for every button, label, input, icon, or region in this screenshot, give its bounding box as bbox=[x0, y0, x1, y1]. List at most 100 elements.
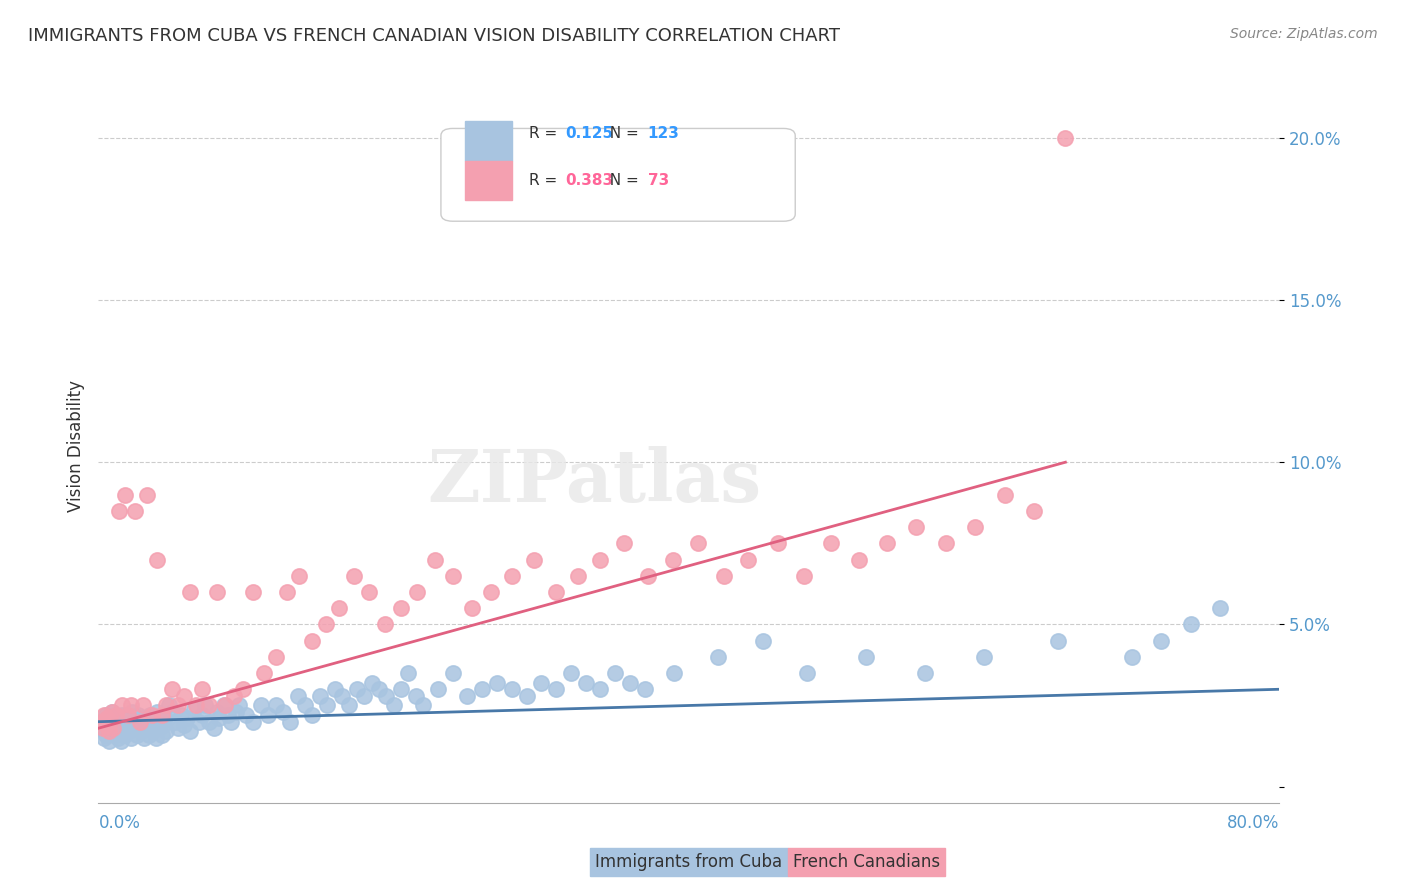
Point bbox=[221, 714, 243, 729]
Point bbox=[117, 708, 139, 723]
Point bbox=[94, 718, 117, 732]
Point bbox=[103, 721, 125, 735]
Point bbox=[228, 698, 250, 713]
Point bbox=[752, 633, 775, 648]
Text: 0.125: 0.125 bbox=[565, 126, 613, 141]
Point bbox=[360, 675, 382, 690]
Point bbox=[112, 721, 135, 735]
Point bbox=[560, 666, 582, 681]
Point bbox=[208, 711, 231, 725]
Point bbox=[375, 689, 398, 703]
Point bbox=[353, 689, 375, 703]
Point bbox=[139, 708, 162, 723]
Point bbox=[264, 649, 287, 664]
Point bbox=[357, 585, 380, 599]
Point bbox=[323, 682, 346, 697]
Point bbox=[294, 698, 316, 713]
Point bbox=[423, 552, 446, 566]
Point bbox=[486, 675, 509, 690]
Point bbox=[224, 689, 246, 703]
Point bbox=[167, 698, 190, 713]
Point bbox=[935, 536, 957, 550]
Point bbox=[973, 649, 995, 664]
Point bbox=[162, 705, 183, 719]
Point bbox=[120, 698, 142, 713]
Point bbox=[713, 568, 735, 582]
Point bbox=[523, 552, 546, 566]
Point bbox=[516, 689, 538, 703]
Text: French Canadians: French Canadians bbox=[793, 853, 939, 871]
Point bbox=[965, 520, 987, 534]
Point bbox=[96, 711, 118, 725]
Point bbox=[105, 708, 128, 723]
Point bbox=[389, 601, 412, 615]
Point bbox=[179, 724, 201, 739]
Point bbox=[125, 728, 148, 742]
Point bbox=[613, 536, 636, 550]
Point bbox=[162, 682, 183, 697]
Point bbox=[198, 714, 221, 729]
Point bbox=[280, 714, 302, 729]
Point bbox=[103, 714, 125, 729]
Point bbox=[461, 601, 484, 615]
Point bbox=[115, 718, 138, 732]
Point bbox=[107, 731, 129, 745]
Point bbox=[707, 649, 730, 664]
Point bbox=[97, 734, 120, 748]
Point bbox=[398, 666, 420, 681]
Point bbox=[905, 520, 928, 534]
Point bbox=[91, 721, 114, 735]
Point bbox=[98, 711, 121, 725]
Point bbox=[589, 682, 612, 697]
Point bbox=[128, 714, 150, 729]
Point bbox=[264, 698, 287, 713]
Point bbox=[309, 689, 332, 703]
Point bbox=[288, 568, 311, 582]
Point bbox=[202, 721, 225, 735]
Point bbox=[98, 724, 121, 739]
Point bbox=[1054, 131, 1077, 145]
Point bbox=[104, 728, 127, 742]
Text: 73: 73 bbox=[648, 173, 669, 188]
Point bbox=[117, 711, 139, 725]
Point bbox=[176, 711, 198, 725]
Point bbox=[287, 689, 309, 703]
Point bbox=[205, 705, 228, 719]
Point bbox=[150, 728, 173, 742]
Point bbox=[152, 718, 174, 732]
Point bbox=[301, 633, 323, 648]
Point bbox=[232, 682, 254, 697]
Point bbox=[405, 689, 427, 703]
Point bbox=[90, 714, 112, 729]
Point bbox=[132, 698, 155, 713]
Point bbox=[501, 568, 523, 582]
Point bbox=[183, 702, 205, 716]
Point bbox=[108, 504, 131, 518]
Point bbox=[155, 724, 177, 739]
Point bbox=[97, 724, 120, 739]
Point bbox=[1150, 633, 1173, 648]
FancyBboxPatch shape bbox=[464, 161, 512, 200]
Point bbox=[141, 708, 163, 723]
Point bbox=[346, 682, 368, 697]
Point bbox=[855, 649, 877, 664]
Point bbox=[129, 724, 152, 739]
Point bbox=[96, 718, 118, 732]
Point bbox=[135, 721, 157, 735]
Point bbox=[110, 724, 132, 739]
Point bbox=[225, 705, 247, 719]
Point bbox=[165, 714, 187, 729]
Point bbox=[686, 536, 709, 550]
Point bbox=[205, 585, 228, 599]
Point bbox=[605, 666, 627, 681]
Point bbox=[146, 705, 169, 719]
Point bbox=[619, 675, 641, 690]
Point bbox=[343, 568, 366, 582]
Point bbox=[114, 728, 136, 742]
Point bbox=[664, 666, 686, 681]
Point bbox=[155, 698, 177, 713]
Point bbox=[368, 682, 391, 697]
Point bbox=[994, 488, 1017, 502]
Point bbox=[1121, 649, 1143, 664]
Point bbox=[134, 731, 156, 745]
